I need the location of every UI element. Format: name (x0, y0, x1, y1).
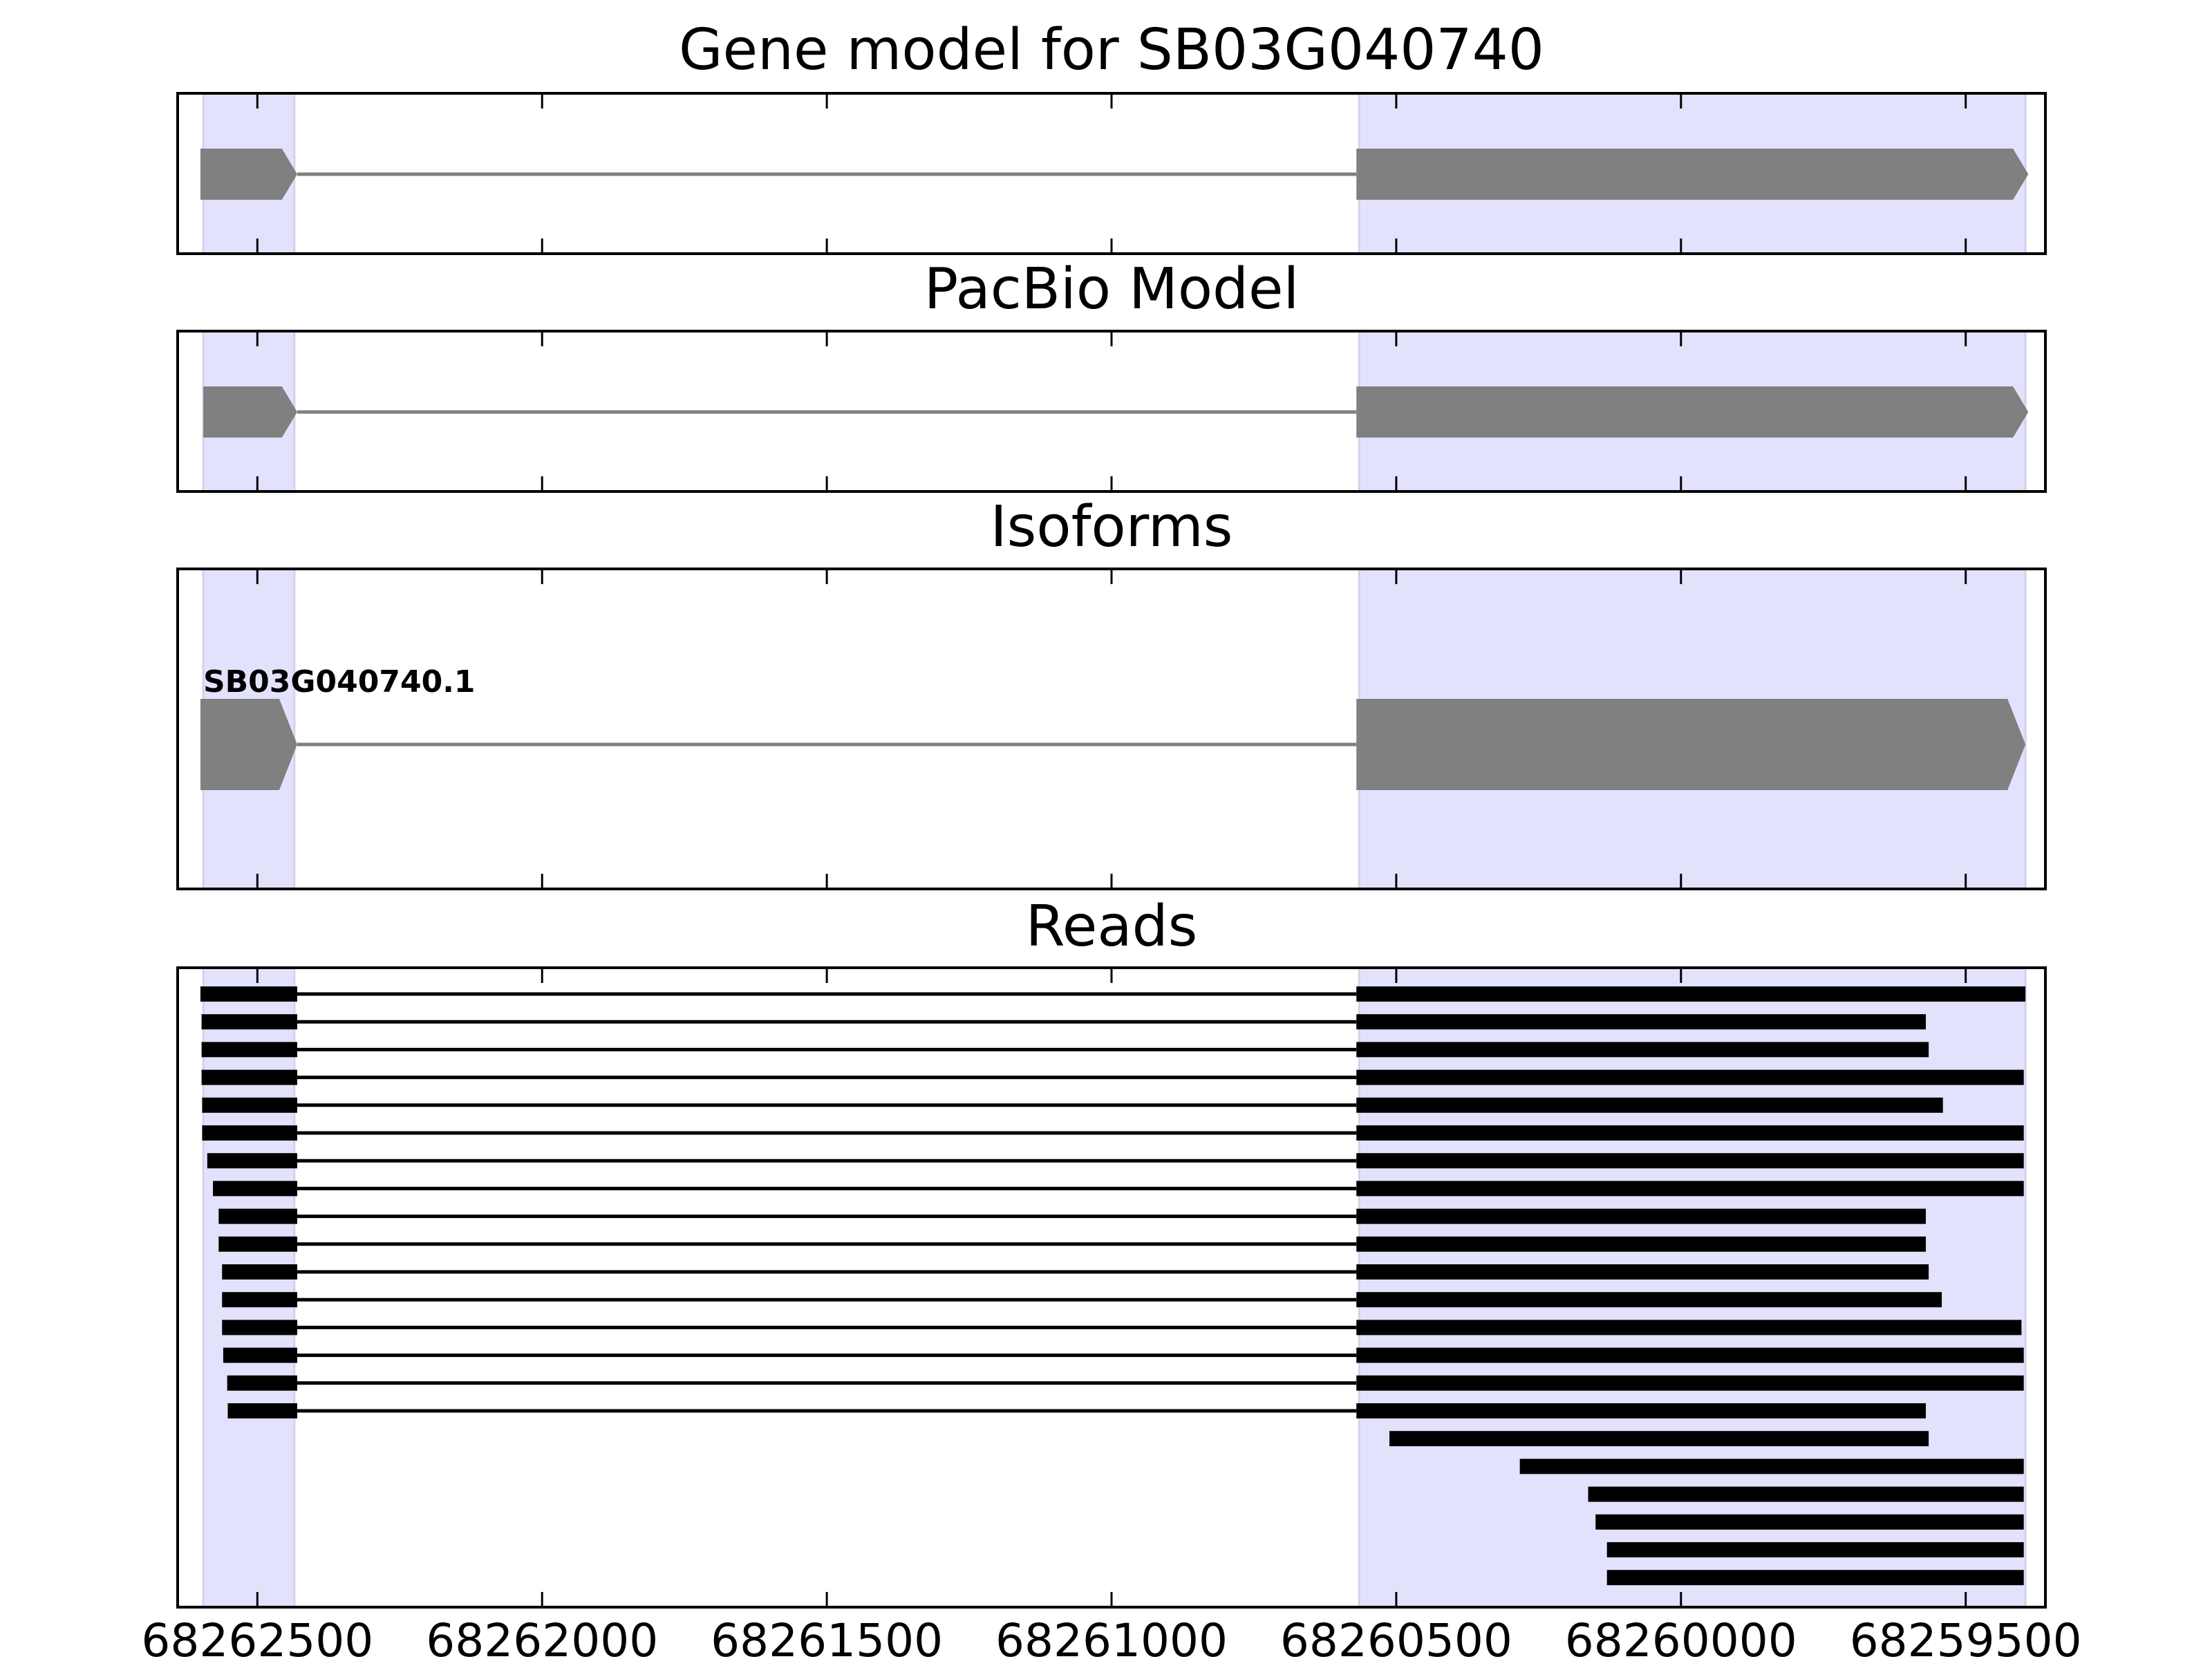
pacbio-model-exon (203, 386, 297, 438)
read-block (1356, 1236, 1927, 1252)
reads-title: Reads (1026, 894, 1198, 959)
read (202, 1125, 2024, 1141)
x-tick-label: 68261000 (995, 1614, 1228, 1659)
isoforms-title: Isoforms (991, 494, 1233, 560)
read (222, 1320, 2022, 1335)
read-block (1588, 1486, 2024, 1502)
read-block (1356, 1069, 2024, 1085)
read-block (1356, 1014, 1927, 1030)
read (227, 1375, 2024, 1391)
read-block (222, 1292, 297, 1308)
gene-model-exon (200, 149, 297, 200)
read-block (1595, 1514, 2024, 1530)
read (207, 1153, 2024, 1169)
read-block (1356, 1403, 1927, 1418)
read (201, 1042, 1929, 1058)
isoform-exon (1356, 699, 2026, 790)
read-block (1356, 1375, 2024, 1391)
x-tick-label: 68261500 (711, 1614, 943, 1659)
pacbio-model-exon (1356, 386, 2029, 438)
read-block (200, 986, 297, 1002)
gene-model-exon (1356, 149, 2029, 200)
gene-model-panel: Gene model for SB03G040740 (176, 17, 2047, 255)
read-block (222, 1264, 297, 1280)
read-block (1356, 1264, 1929, 1280)
read-block (227, 1403, 297, 1418)
pacbio-model-title: PacBio Model (924, 256, 1300, 322)
read-block (223, 1347, 297, 1363)
read-block (202, 1125, 297, 1141)
reads-panel: Reads (176, 894, 2047, 1609)
pacbio-model-panel: PacBio Model (176, 256, 2047, 493)
read (201, 1014, 1927, 1030)
read-block (1356, 1097, 1943, 1113)
x-tick-label: 68260500 (1280, 1614, 1512, 1659)
read-block (1356, 1153, 2024, 1169)
read (202, 1097, 1943, 1113)
read-block (218, 1208, 297, 1224)
read (1606, 1542, 2024, 1557)
isoform-label: SB03G040740.1 (203, 664, 476, 700)
read (223, 1347, 2024, 1363)
read-block (1356, 1181, 2024, 1197)
isoform-exon (200, 699, 297, 790)
read-block (1606, 1542, 2024, 1557)
read (201, 1069, 2024, 1085)
read (213, 1181, 2024, 1197)
read-block (222, 1320, 297, 1335)
read (222, 1292, 1942, 1308)
read (218, 1208, 1927, 1224)
read (1595, 1514, 2024, 1530)
read-block (218, 1236, 297, 1252)
read (227, 1403, 1927, 1418)
read-block (201, 1069, 297, 1085)
gene-model-title: Gene model for SB03G040740 (679, 17, 1544, 83)
read-block (207, 1153, 297, 1169)
highlight-region (1358, 966, 2027, 1609)
read (1389, 1431, 1929, 1447)
read (1606, 1570, 2024, 1586)
read-block (1356, 1292, 1942, 1308)
read-block (1606, 1570, 2024, 1586)
x-tick-label: 68262500 (141, 1614, 373, 1659)
read (200, 986, 2026, 1002)
read-block (227, 1375, 297, 1391)
read (222, 1264, 1929, 1280)
read-block (1356, 1125, 2024, 1141)
x-tick-label: 68260000 (1565, 1614, 1797, 1659)
x-tick-label: 68262000 (426, 1614, 658, 1659)
read-block (201, 1014, 297, 1030)
read-block (201, 1042, 297, 1058)
read-block (202, 1097, 297, 1113)
x-tick-label: 68259500 (1850, 1614, 2082, 1659)
highlight-region (202, 966, 296, 1609)
x-axis-tick-labels: 68262500 68262000 68261500 68261000 68260500… (141, 1614, 2081, 1659)
read (218, 1236, 1927, 1252)
read-block (213, 1181, 297, 1197)
isoforms-panel: SB03G040740.1 Isoforms (176, 494, 2047, 890)
read-block (1356, 986, 2026, 1002)
read (1519, 1459, 2024, 1474)
read-block (1519, 1459, 2024, 1474)
read-block (1356, 1347, 2024, 1363)
read-block (1389, 1431, 1929, 1447)
read (1588, 1486, 2024, 1502)
read-block (1356, 1042, 1929, 1058)
read-block (1356, 1208, 1927, 1224)
read-block (1356, 1320, 2022, 1335)
